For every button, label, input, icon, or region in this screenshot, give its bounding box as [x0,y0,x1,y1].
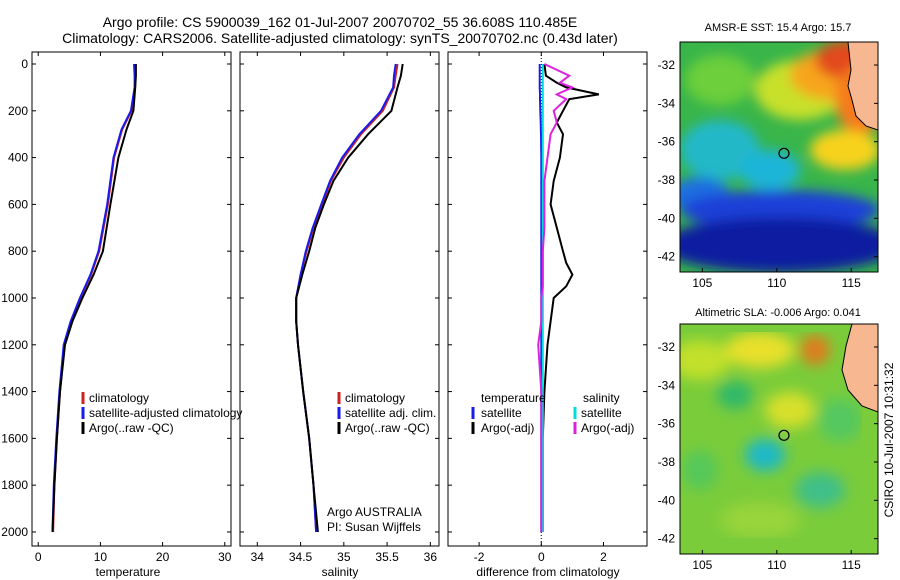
x-tick-label: 35.5 [375,550,399,564]
map-x-tick-label: 110 [767,558,786,572]
legend-salinity-header: salinity [583,391,620,405]
series-line-temperature-satellite [538,64,543,532]
sst-map [680,42,878,272]
map-ticks: 105 110 115 -32 -34 -36 -38 -40 -42 105 110 115 -32 -… [658,58,878,572]
salinity-legend: climatology satellite adj. clim. Argo(..… [337,391,436,435]
csiro-timestamp: CSIRO 10-Jul-2007 10:31:32 [882,362,896,517]
legend-temp-argo: Argo(-adj) [481,421,534,435]
sla-map [680,324,878,554]
salinity-xlabel: salinity [322,565,359,579]
map-x-tick-label: 105 [692,558,712,572]
sla-map-frame [679,323,879,555]
map-y-tick-label: -42 [658,532,676,546]
x-tick-label: -2 [474,550,485,564]
legend-climatology: climatology [89,391,149,405]
map-y-tick-label: -32 [658,58,676,72]
y-tick-label: 1400 [1,385,28,399]
map-y-tick-label: -36 [658,135,676,149]
y-tick-label: 600 [8,197,28,211]
sla-map-title: Altimetric SLA: -0.006 Argo: 0.041 [695,307,861,319]
y-tick-label: 0 [21,57,28,71]
map-y-tick-label: -40 [658,493,676,507]
y-tick-label: 1600 [1,431,28,445]
series-line-temperature-argo-adj- [541,63,600,532]
map-x-tick-label: 110 [767,276,786,290]
series-line-argo-raw-qc- [51,64,137,533]
sst-map-title: AMSR-E SST: 15.4 Argo: 15.7 [705,22,852,34]
legend-argo: Argo(..raw -QC) [89,421,174,435]
x-tick-label: 2 [600,550,607,564]
map-x-tick-label: 115 [842,558,861,572]
legend-sal-satellite: satellite [581,406,622,420]
y-tick-label: 1200 [1,338,28,352]
temperature-xlabel: temperature [96,565,161,579]
map-y-tick-label: -36 [658,417,676,431]
legend-satellite: satellite-adjusted climatology [89,406,242,420]
sst-map-frame [679,41,879,273]
map-y-tick-label: -32 [658,340,676,354]
difference-xlabel: difference from climatology [476,565,619,579]
x-tick-label: 20 [156,550,170,564]
series-line-argo-raw-qc- [295,63,404,533]
annotation-argo-australia: Argo AUSTRALIA [327,505,422,519]
legend-climatology: climatology [345,391,405,405]
temperature-legend: climatology satellite-adjusted climatolo… [81,391,242,435]
y-tick-label: 1800 [1,478,28,492]
x-tick-label: 35 [337,550,351,564]
map-y-tick-label: -42 [658,250,676,264]
map-y-tick-label: -34 [658,96,676,110]
y-tick-label: 2000 [1,525,28,539]
legend-temperature-header: temperature [481,391,546,405]
map-x-tick-label: 115 [842,276,861,290]
header-line1: Argo profile: CS 5900039_162 01-Jul-2007… [103,14,578,30]
y-tick-label: 1000 [1,291,28,305]
axis-ticks: 0 10 20 30020040060080010001200140016001800… [1,52,647,564]
x-tick-label: 0 [35,550,42,564]
argo-location-marker [778,147,790,159]
legend-argo: Argo(..raw -QC) [345,421,430,435]
profile-lines [51,52,600,546]
annotation-pi: PI: Susan Wijffels [327,520,421,534]
x-tick-label: 10 [94,550,108,564]
legend-temp-satellite: satellite [481,406,522,420]
map-y-tick-label: -34 [658,378,676,392]
y-tick-label: 400 [8,151,28,165]
difference-legend: temperature salinity satellite Argo(-adj… [471,391,634,435]
y-tick-label: 200 [8,104,28,118]
salinity-panel [239,51,440,547]
map-y-tick-label: -38 [658,173,676,187]
y-tick-label: 800 [8,244,28,258]
legend-sal-argo: Argo(-adj) [581,421,634,435]
map-y-tick-label: -40 [658,211,676,225]
argo-location-marker [778,429,790,441]
x-tick-label: 34 [251,550,265,564]
difference-panel [447,51,648,547]
temperature-panel [31,51,232,547]
series-line-climatology [52,64,137,533]
x-tick-label: 30 [218,550,232,564]
map-y-tick-label: -38 [658,455,676,469]
x-tick-label: 36 [424,550,438,564]
map-x-tick-label: 105 [692,276,712,290]
header-line2: Climatology: CARS2006. Satellite-adjuste… [62,30,618,46]
x-tick-label: 34.5 [289,550,313,564]
series-line-satellite-adjusted-climatology [51,63,136,533]
series-line-salinity-argo-adj- [537,63,576,532]
legend-satellite: satellite adj. clim. [345,406,436,420]
x-tick-label: 0 [538,550,545,564]
